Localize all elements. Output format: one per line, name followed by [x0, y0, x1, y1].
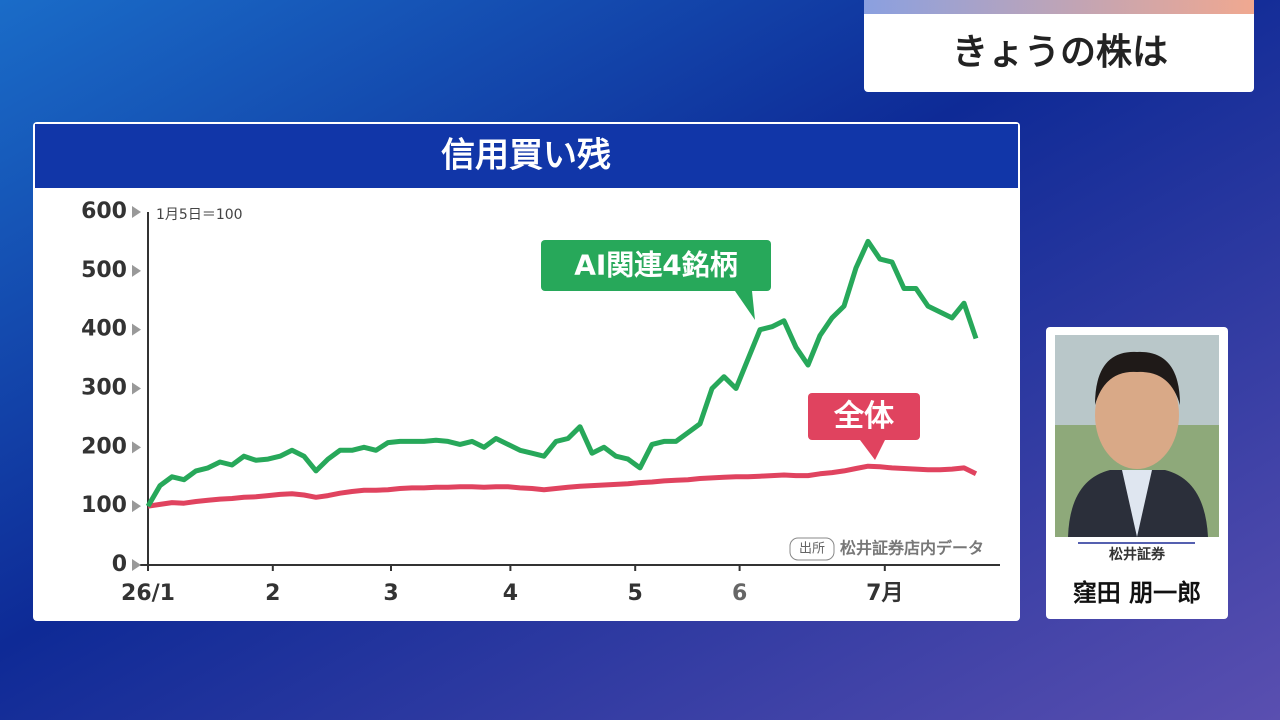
x-tick-label: 4	[503, 581, 518, 606]
photo-hair	[1095, 351, 1180, 405]
source-tag: 出所	[799, 542, 825, 557]
x-tick-label: 2	[265, 581, 280, 606]
y-tick-label: 200	[81, 434, 127, 459]
y-tick-mark	[132, 441, 141, 454]
x-tick-label: 26/1	[121, 581, 175, 606]
series-callout-tail	[860, 440, 885, 460]
header-card	[864, 0, 1254, 92]
header-title: きょうの株は	[952, 32, 1168, 73]
series-callout	[808, 393, 920, 440]
y-tick-mark	[132, 559, 141, 571]
series-label: AI関連4銘柄	[574, 249, 738, 282]
series-line	[145, 238, 979, 508]
series-callout-tail	[735, 291, 755, 320]
y-tick-label: 500	[81, 258, 127, 283]
y-tick-label: 600	[81, 199, 127, 224]
series-line	[147, 463, 978, 509]
y-tick-mark	[132, 500, 141, 513]
x-tick-label: 7月	[866, 581, 903, 606]
chart-note: 1月5日＝100	[156, 207, 243, 223]
x-tick-label: 5	[628, 581, 643, 606]
y-tick-mark	[132, 206, 141, 218]
presenter-name: 窪田 朋一郎	[1073, 579, 1201, 607]
x-tick-label: 3	[383, 581, 398, 606]
x-tick-label: 6	[732, 581, 747, 606]
y-tick-mark	[132, 382, 141, 395]
header-stripe	[864, 0, 1254, 14]
chart-title: 信用買い残	[441, 136, 611, 176]
photo-shirt	[1122, 470, 1152, 537]
y-tick-mark	[132, 264, 141, 277]
photo-face	[1095, 361, 1179, 469]
y-tick-label: 400	[81, 317, 127, 342]
source: 松井証券店内データ	[840, 539, 984, 558]
y-tick-label: 100	[81, 493, 127, 518]
presenter-company: 松井証券	[1109, 546, 1166, 563]
series-label: 全体	[833, 399, 895, 434]
series-callout	[541, 240, 771, 291]
chart-title-bar	[35, 124, 1018, 188]
source-tag-box	[789, 537, 835, 561]
y-tick-label: 300	[81, 376, 127, 401]
y-tick-mark	[132, 323, 141, 336]
y-tick-label: 0	[112, 552, 127, 577]
